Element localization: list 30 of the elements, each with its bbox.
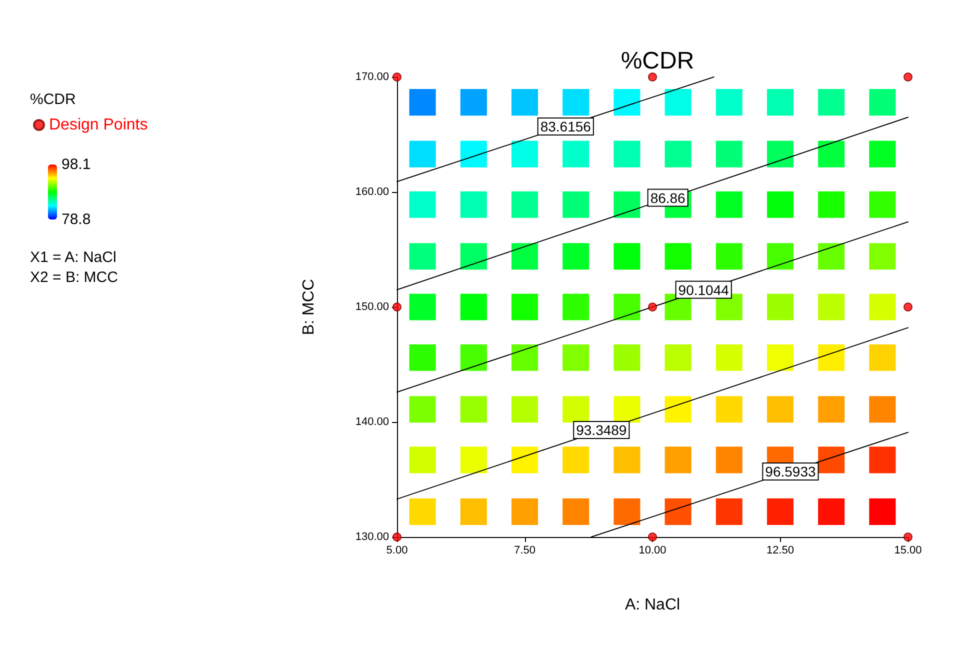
x-tick-label: 7.50 [514, 544, 536, 556]
point [904, 72, 912, 82]
annotation: 86.86 [650, 190, 686, 206]
y-tick-label: 130.00 [355, 531, 389, 543]
point [392, 302, 402, 312]
annotation: 93.3489 [576, 422, 627, 438]
y-tick-label: 150.00 [355, 301, 389, 313]
x-axis-title: A: NaCl [624, 596, 680, 614]
color-bar-label: 78.8 [62, 211, 91, 228]
point [648, 302, 657, 312]
annotation: 83.6156 [540, 118, 592, 134]
y-tick-label: 170.00 [355, 71, 389, 83]
x-tick-label: 5.00 [386, 544, 408, 556]
annotation: 96.5933 [765, 463, 816, 480]
y-tick-label: 160.00 [355, 186, 389, 198]
chart-title: %CDR [620, 48, 694, 74]
color-bar-label: 98.1 [62, 156, 91, 173]
annotation: 90.1044 [678, 282, 730, 298]
x-tick-label: 12.50 [766, 544, 794, 556]
y-tick-label: 140.00 [355, 416, 389, 428]
legend-title: %CDR [30, 91, 76, 108]
text: X1 = A: NaCl [30, 249, 116, 266]
point [904, 302, 912, 312]
point [648, 532, 657, 542]
point [648, 72, 657, 82]
text: X2 = B: MCC [30, 269, 118, 286]
x-tick-label: 10.00 [638, 544, 666, 556]
x-tick-label: 15.00 [894, 544, 922, 556]
y-axis-title: B: MCC [300, 279, 318, 335]
legend-label: Design Points [49, 116, 148, 134]
